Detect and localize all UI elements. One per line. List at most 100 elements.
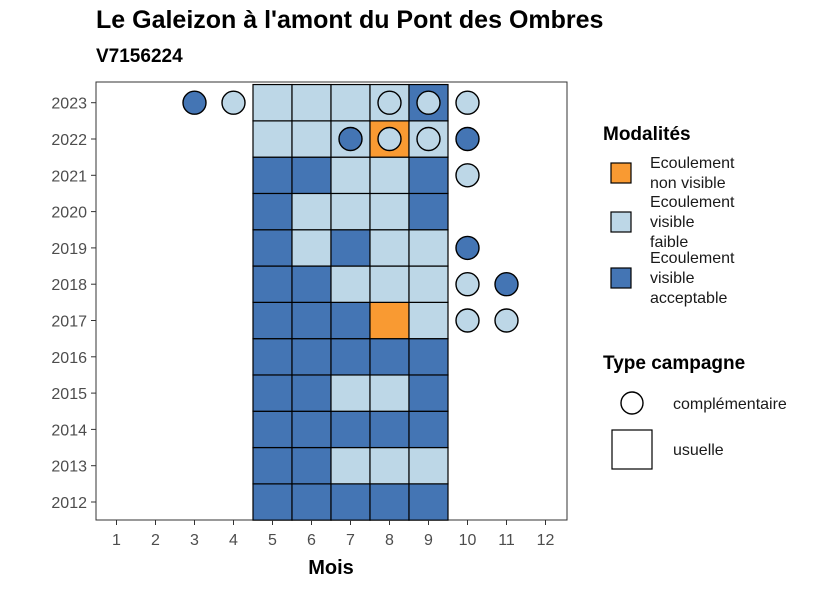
points-layer — [182, 90, 519, 333]
y-tick-label: 2015 — [51, 386, 87, 403]
tile-2020-5 — [252, 192, 293, 231]
point-2017-10 — [455, 308, 480, 333]
x-tick-label: 9 — [424, 532, 433, 549]
chart-title: Le Galeizon à l'amont du Pont des Ombres — [96, 6, 604, 34]
y-tick-label: 2021 — [51, 168, 87, 185]
tile-2016-9 — [408, 338, 449, 376]
legend-key-usuelle — [611, 429, 653, 470]
point-2023-8 — [377, 90, 402, 115]
point-2018-11 — [494, 272, 519, 297]
tile-2017-7 — [330, 301, 371, 340]
tile-2018-5 — [252, 265, 293, 303]
x-tick-label: 6 — [307, 532, 316, 549]
y-tick-label: 2023 — [51, 96, 87, 113]
tile-2019-9 — [408, 229, 449, 267]
tile-2022-6 — [291, 120, 332, 158]
y-tick-label: 2017 — [51, 314, 87, 331]
tile-2014-6 — [291, 410, 332, 449]
tile-2019-5 — [252, 229, 293, 267]
legend-label-1: Ecoulement non visible — [650, 155, 735, 192]
y-tick-label: 2018 — [51, 277, 87, 294]
tile-2012-5 — [252, 483, 293, 521]
x-tick-label: 2 — [151, 532, 160, 549]
tile-2020-7 — [330, 192, 371, 231]
tile-2023-7 — [330, 83, 371, 122]
tile-2013-7 — [330, 446, 371, 485]
tile-2012-7 — [330, 483, 371, 521]
tile-2016-8 — [369, 338, 410, 376]
tile-2015-6 — [291, 374, 332, 412]
y-tick-label: 2014 — [51, 422, 87, 439]
point-2022-7 — [338, 126, 363, 152]
x-tick-label: 4 — [229, 532, 238, 549]
tile-2014-7 — [330, 410, 371, 449]
legend-label-2: Ecoulement visible faible — [650, 194, 735, 251]
tile-2015-7 — [330, 374, 371, 412]
tile-2019-7 — [330, 229, 371, 267]
tile-2022-5 — [252, 120, 293, 158]
tile-2016-5 — [252, 338, 293, 376]
legend-key-2 — [610, 211, 632, 233]
point-2019-10 — [455, 235, 480, 261]
tile-2018-7 — [330, 265, 371, 303]
x-tick-label: 5 — [268, 532, 277, 549]
tile-2012-9 — [408, 483, 449, 521]
x-tick-label: 1 — [112, 532, 121, 549]
tile-2016-7 — [330, 338, 371, 376]
point-2017-11 — [494, 308, 519, 333]
y-tick-label: 2012 — [51, 495, 87, 512]
tile-2014-8 — [369, 410, 410, 449]
legend-title-modalites: Modalités — [603, 124, 691, 145]
point-2023-10 — [455, 90, 480, 115]
tiles-layer — [252, 83, 449, 521]
tile-2021-8 — [369, 156, 410, 195]
tile-2015-8 — [369, 374, 410, 412]
legend-label-complementaire: complémentaire — [673, 396, 787, 413]
legend-key-1 — [610, 162, 632, 184]
tile-2023-5 — [252, 83, 293, 122]
tile-2020-8 — [369, 192, 410, 231]
tile-2023-6 — [291, 83, 332, 122]
tile-2013-5 — [252, 446, 293, 485]
legend-title-type: Type campagne — [603, 353, 745, 374]
tile-2020-6 — [291, 192, 332, 231]
tile-2014-5 — [252, 410, 293, 449]
tile-2012-6 — [291, 483, 332, 521]
point-2023-4 — [221, 90, 246, 115]
legend-label-3: Ecoulement visible acceptable — [650, 250, 735, 307]
point-2018-10 — [455, 272, 480, 297]
tile-2021-9 — [408, 156, 449, 195]
y-tick-label: 2013 — [51, 459, 87, 476]
x-tick-label: 8 — [385, 532, 394, 549]
tile-2015-5 — [252, 374, 293, 412]
tile-2015-9 — [408, 374, 449, 412]
tile-2019-8 — [369, 229, 410, 267]
y-tick-label: 2020 — [51, 205, 87, 222]
x-tick-label: 3 — [190, 532, 199, 549]
legend-label-usuelle: usuelle — [673, 442, 724, 459]
tile-2013-9 — [408, 446, 449, 485]
tile-2013-6 — [291, 446, 332, 485]
x-tick-label: 12 — [537, 532, 555, 549]
y-axis: 2012 2013 2014 2015 2016 2017 2018 2019 2020 2021… — [51, 96, 96, 512]
tile-2018-8 — [369, 265, 410, 303]
point-2022-8 — [377, 126, 402, 152]
chart-subtitle: V7156224 — [96, 46, 183, 67]
tile-2021-5 — [252, 156, 293, 195]
x-tick-label: 11 — [498, 532, 515, 549]
point-2023-9 — [416, 90, 441, 115]
x-axis-title: Mois — [308, 557, 354, 579]
point-2021-10 — [455, 163, 480, 188]
tile-2013-8 — [369, 446, 410, 485]
tile-2020-9 — [408, 192, 449, 231]
y-tick-label: 2016 — [51, 350, 87, 367]
point-2022-10 — [455, 126, 480, 152]
tile-2017-8 — [369, 301, 410, 340]
tile-2017-6 — [291, 301, 332, 340]
legend-key-complementaire — [620, 391, 644, 415]
x-tick-label: 10 — [459, 532, 477, 549]
tile-2017-5 — [252, 301, 293, 340]
tile-2018-6 — [291, 265, 332, 303]
point-2023-3 — [182, 90, 207, 115]
